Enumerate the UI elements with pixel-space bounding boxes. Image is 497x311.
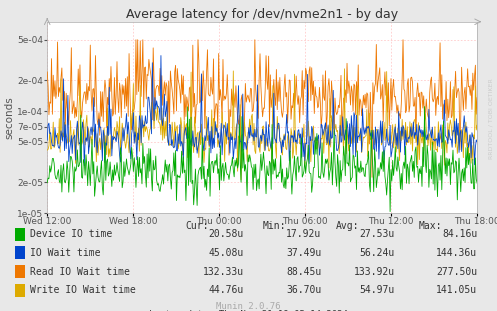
Text: 88.45u: 88.45u: [286, 267, 322, 276]
Text: 141.05u: 141.05u: [436, 285, 478, 295]
Text: Last update: Thu Nov 21 19:05:14 2024: Last update: Thu Nov 21 19:05:14 2024: [149, 310, 348, 311]
Text: Cur:: Cur:: [185, 221, 209, 231]
Text: Read IO Wait time: Read IO Wait time: [30, 267, 130, 276]
Text: 84.16u: 84.16u: [442, 229, 478, 239]
Text: 36.70u: 36.70u: [286, 285, 322, 295]
Text: 37.49u: 37.49u: [286, 248, 322, 258]
FancyBboxPatch shape: [15, 265, 25, 278]
Text: 56.24u: 56.24u: [359, 248, 395, 258]
Text: Min:: Min:: [263, 221, 287, 231]
Text: Avg:: Avg:: [336, 221, 360, 231]
Text: Write IO Wait time: Write IO Wait time: [30, 285, 136, 295]
Text: 144.36u: 144.36u: [436, 248, 478, 258]
Text: Max:: Max:: [419, 221, 442, 231]
Text: 17.92u: 17.92u: [286, 229, 322, 239]
Y-axis label: seconds: seconds: [4, 96, 14, 139]
FancyBboxPatch shape: [15, 284, 25, 297]
Text: Munin 2.0.76: Munin 2.0.76: [216, 302, 281, 311]
FancyBboxPatch shape: [15, 228, 25, 241]
Text: Device IO time: Device IO time: [30, 229, 112, 239]
Text: 44.76u: 44.76u: [208, 285, 244, 295]
Text: 132.33u: 132.33u: [202, 267, 244, 276]
Text: 45.08u: 45.08u: [208, 248, 244, 258]
Text: 20.58u: 20.58u: [208, 229, 244, 239]
Text: RRDTOOL / TOBI OETIKER: RRDTOOL / TOBI OETIKER: [489, 78, 494, 159]
FancyBboxPatch shape: [15, 246, 25, 259]
Text: 277.50u: 277.50u: [436, 267, 478, 276]
Title: Average latency for /dev/nvme2n1 - by day: Average latency for /dev/nvme2n1 - by da…: [126, 7, 398, 21]
Text: IO Wait time: IO Wait time: [30, 248, 101, 258]
Text: 54.97u: 54.97u: [359, 285, 395, 295]
Text: 27.53u: 27.53u: [359, 229, 395, 239]
Text: 133.92u: 133.92u: [353, 267, 395, 276]
